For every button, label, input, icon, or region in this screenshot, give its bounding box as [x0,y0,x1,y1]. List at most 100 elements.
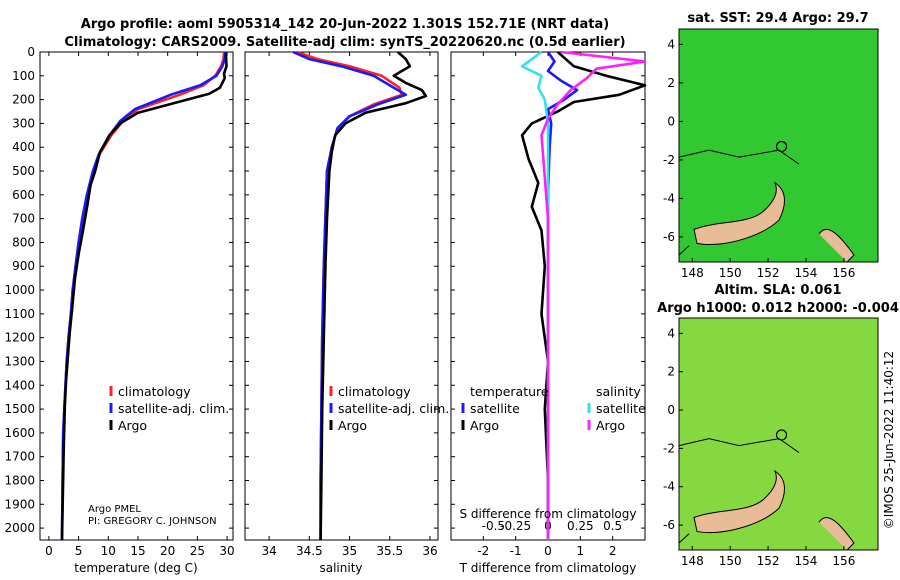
coastline [678,438,800,453]
series-line-argo [60,53,228,541]
sla-map: 148 150 152 154 156 4 2 0 -2 -4 -6 [663,317,879,568]
lat-tick-label: -6 [663,518,675,532]
lat-tick-label: -2 [663,153,675,167]
y-tick-label: 200 [12,93,35,107]
y-tick-label: 100 [12,69,35,83]
credit-line2: PI: GREGORY C. JOHNSON [88,516,217,527]
x2-tick-label: 0.25 [567,519,594,533]
lat-tick-label: -4 [663,191,675,205]
difference-legend: temperature salinity satellite Argo sate… [470,384,646,433]
series-line-s-argo [540,50,647,540]
x-tick-label: -2 [477,544,489,558]
series-line-satellite-adj-clim- [292,50,408,540]
x-tick-label: 10 [101,544,116,558]
lat-tick-label: 4 [667,326,675,340]
y-tick-label: 800 [12,235,35,249]
sst-map-title: sat. SST: 29.4 Argo: 29.7 [687,11,868,26]
series-line-argo [319,51,428,541]
x-tick-label: 2 [609,544,617,558]
figure-title-line1: Argo profile: aoml 5905314_142 20-Jun-20… [81,17,609,32]
map-background [678,317,879,551]
lon-tick-label: 156 [832,266,855,280]
legend-satellite: satellite-adj. clim. [338,401,449,416]
lat-tick-label: 4 [667,37,675,51]
legend-s-satellite: satellite [596,401,646,416]
lat-tick-label: -4 [663,480,675,494]
y-tick-label: 300 [12,116,35,130]
temperature-legend: climatology satellite-adj. clim. Argo [118,384,229,433]
legend-climatology: climatology [338,384,411,399]
x-tick-label: -1 [510,544,522,558]
x2-tick-label: 0.5 [603,519,622,533]
y-tick-label: 1800 [4,473,35,487]
figure-title-line2: Climatology: CARS2009. Satellite-adj cli… [64,35,625,50]
legend-climatology: climatology [118,384,191,399]
lon-tick-label: 156 [832,554,855,568]
y-tick-label: 1900 [4,497,35,511]
lon-tick-label: 150 [719,266,742,280]
coastline [678,149,800,165]
y-tick-label: 1200 [4,331,35,345]
difference-panel: -2 -1 0 1 2-0.5-0.25 0 0.25 0.5 [450,50,647,558]
y-tick-label: 1500 [4,402,35,416]
legend-s-argo: Argo [596,418,625,433]
lon-tick-label: 148 [681,266,704,280]
salinity-xlabel: salinity [319,561,362,575]
legend-t-argo: Argo [470,418,499,433]
float-position-marker [775,429,788,441]
coastline [678,245,690,256]
temperature-panel: 0100200300400500600700800900100011001200… [4,45,234,558]
land-island [818,228,855,263]
x-tick-label: 34 [261,544,276,558]
lat-tick-label: -6 [663,230,675,244]
map-background [678,28,879,263]
sla-map-title1: Altim. SLA: 0.061 [715,283,842,298]
legend-argo: Argo [338,418,367,433]
x-tick-label: 25 [190,544,205,558]
y-tick-label: 1400 [4,378,35,392]
y-tick-label: 600 [12,188,35,202]
lon-tick-label: 152 [757,266,780,280]
x-tick-label: 35.5 [376,544,403,558]
y-tick-label: 0 [27,45,35,59]
difference-x2label: S difference from climatology [460,507,637,521]
lat-tick-label: 2 [667,76,675,90]
y-tick-label: 1100 [4,307,35,321]
x-tick-label: 35 [342,544,357,558]
coastline [678,533,690,544]
x-tick-label: 36 [422,544,437,558]
y-tick-label: 1700 [4,450,35,464]
x-tick-label: 0 [544,544,552,558]
lon-tick-label: 154 [795,266,818,280]
x-tick-label: 5 [75,544,83,558]
plot-frame [244,51,439,541]
lon-tick-label: 154 [795,554,818,568]
plot-frame [39,51,234,541]
lon-tick-label: 148 [681,554,704,568]
salinity-panel: 34 34.5 35 35.5 36 [244,50,439,558]
land-island [818,517,855,551]
y-tick-label: 1300 [4,354,35,368]
x-tick-label: 34.5 [296,544,323,558]
x-tick-label: 15 [130,544,145,558]
difference-xlabel: T difference from climatology [459,561,637,575]
lat-tick-label: 0 [667,114,675,128]
float-position-marker [775,140,788,153]
lon-tick-label: 152 [757,554,780,568]
legend-satellite: satellite-adj. clim. [118,401,229,416]
y-tick-label: 500 [12,164,35,178]
timestamp-stamp: ©IMOS 25-Jun-2022 11:40:12 [882,351,896,529]
legend-t-satellite: satellite [470,401,520,416]
x2-tick-label: -0.5 [482,519,505,533]
sst-map: 148 150 152 154 156 4 2 0 -2 -4 -6 [663,28,879,280]
x-tick-label: 1 [577,544,585,558]
y-tick-label: 400 [12,140,35,154]
lat-tick-label: 2 [667,365,675,379]
land-island [693,181,785,246]
lat-tick-label: 0 [667,403,675,417]
x-tick-label: 20 [160,544,175,558]
salinity-legend: climatology satellite-adj. clim. Argo [338,384,449,433]
lat-tick-label: -2 [663,441,675,455]
